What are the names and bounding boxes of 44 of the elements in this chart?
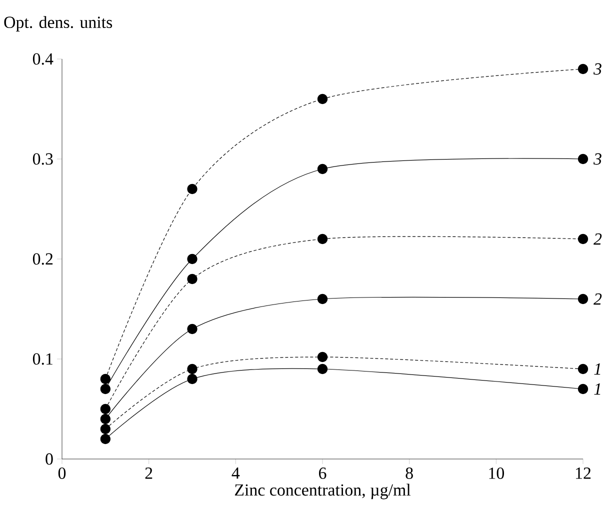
point (317, 94, 328, 104)
y-tick-label: 0.1 (32, 353, 52, 365)
point (578, 364, 588, 374)
point (100, 374, 111, 384)
point (187, 254, 198, 264)
point (187, 274, 198, 284)
point (100, 434, 111, 444)
series-label: 1 (594, 363, 600, 375)
x-tick-label: 8 (406, 468, 413, 479)
point (187, 184, 198, 194)
point (100, 414, 111, 424)
series-label: 3 (593, 153, 602, 165)
series-label: 1 (594, 383, 600, 395)
point (317, 352, 328, 362)
y-axis-title: Opt. dens. units (4, 16, 112, 32)
point (187, 324, 198, 334)
x-tick-label: 10 (489, 468, 504, 479)
point (578, 294, 588, 304)
y-tick-label: 0.2 (32, 253, 53, 265)
y-tick-label: 0.3 (32, 153, 53, 165)
point (100, 424, 111, 434)
series-label: 2 (594, 233, 602, 245)
x-axis-title: Zinc concentration, µg/ml (234, 484, 411, 500)
x-tick-label: 2 (145, 468, 152, 479)
point (578, 154, 588, 164)
y-tick-label: 0 (46, 453, 53, 465)
x-tick-label: 6 (319, 468, 326, 479)
point (317, 294, 328, 304)
point (578, 384, 588, 394)
point (187, 364, 198, 374)
point (578, 234, 588, 244)
x-tick-label: 0 (58, 468, 66, 479)
series-label: 3 (593, 63, 602, 75)
point (317, 234, 328, 244)
point (578, 64, 588, 74)
y-tick-label: 0.4 (32, 53, 54, 65)
point (100, 404, 111, 414)
point (187, 374, 198, 384)
x-tick-label: 4 (232, 468, 240, 479)
point (100, 384, 111, 394)
point (317, 364, 328, 374)
series-label: 2 (594, 293, 602, 305)
x-tick-label: 12 (576, 468, 591, 479)
point (317, 164, 328, 174)
